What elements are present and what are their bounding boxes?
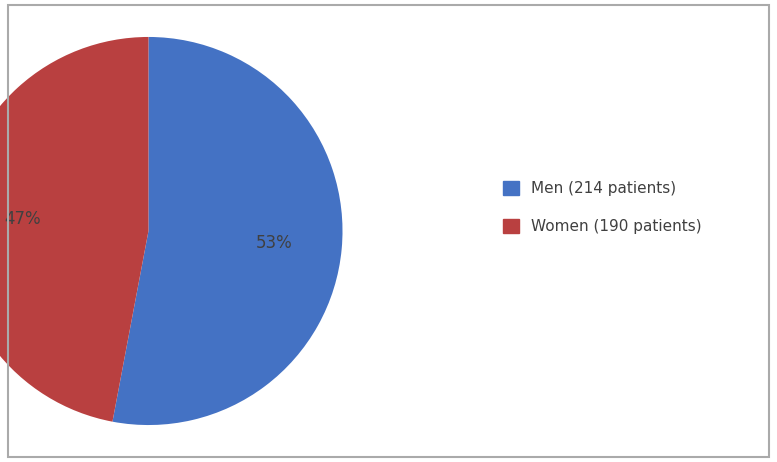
- Legend: Men (214 patients), Women (190 patients): Men (214 patients), Women (190 patients): [497, 175, 708, 241]
- Wedge shape: [113, 37, 343, 425]
- Text: 53%: 53%: [256, 234, 292, 252]
- Wedge shape: [0, 37, 148, 422]
- Text: 47%: 47%: [5, 210, 41, 228]
